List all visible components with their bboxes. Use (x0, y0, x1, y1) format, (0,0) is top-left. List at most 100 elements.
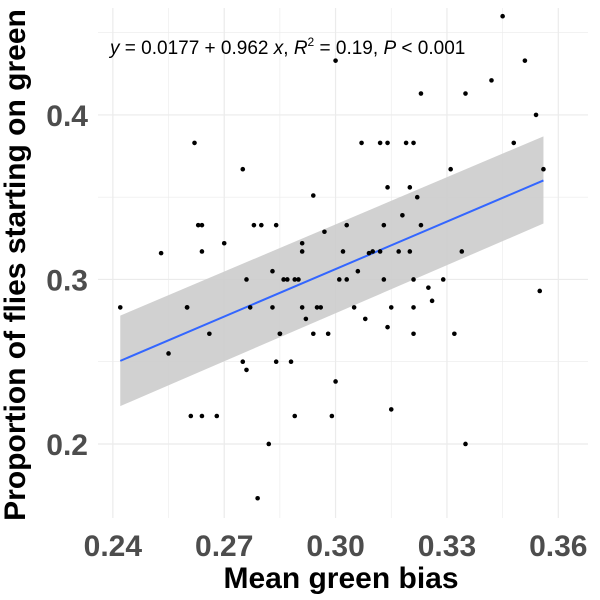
data-point (296, 277, 301, 282)
data-point (426, 285, 431, 290)
data-point (362, 316, 368, 322)
x-tick-label: 0.30 (306, 530, 364, 563)
data-point (259, 222, 264, 228)
data-point (251, 222, 257, 228)
data-point (221, 240, 227, 246)
data-point (344, 277, 350, 282)
data-point (214, 413, 220, 419)
data-point (381, 222, 387, 228)
data-point (411, 277, 416, 282)
data-point (281, 277, 286, 282)
x-axis-title: Mean green bias (223, 562, 458, 595)
x-tick-label: 0.36 (529, 530, 587, 563)
regression-line (119, 179, 544, 362)
data-point (359, 140, 364, 146)
data-point (270, 268, 275, 274)
data-point (285, 277, 290, 282)
data-point (292, 277, 298, 282)
data-point (370, 249, 375, 254)
data-point (351, 305, 357, 310)
data-point (299, 240, 305, 246)
data-point (489, 78, 494, 83)
data-point (247, 305, 253, 310)
data-point (377, 140, 383, 146)
data-point (411, 140, 416, 146)
data-point (314, 305, 320, 310)
data-point (463, 441, 468, 447)
data-point (429, 298, 435, 304)
data-point (322, 229, 327, 235)
data-point (277, 331, 283, 337)
data-point (333, 379, 338, 384)
x-tick-label: 0.27 (195, 530, 253, 563)
data-point (440, 277, 446, 282)
data-point (418, 222, 424, 228)
data-point (199, 222, 205, 228)
data-point (533, 112, 539, 118)
data-point (299, 305, 305, 310)
data-point (244, 277, 249, 282)
data-point (273, 359, 279, 365)
data-point (207, 331, 212, 337)
regression-annotation: y = 0.0177 + 0.962 x, R2 = 0.19, P < 0.0… (108, 35, 465, 59)
data-point (166, 351, 171, 356)
data-point (500, 13, 505, 19)
data-point (377, 249, 383, 254)
data-point (158, 250, 164, 256)
data-point (396, 249, 401, 254)
y-tick-label: 0.4 (46, 100, 88, 133)
data-point (255, 495, 260, 501)
data-point (511, 140, 517, 146)
data-point (388, 407, 394, 412)
data-point (288, 359, 294, 365)
data-point (188, 413, 194, 419)
data-point (381, 277, 387, 282)
x-axis-ticks: 0.24 0.27 0.30 0.33 0.36 (84, 530, 588, 563)
data-point (400, 212, 405, 218)
data-point (303, 316, 309, 322)
data-point (270, 305, 275, 310)
data-point (355, 268, 361, 274)
data-point (522, 58, 528, 63)
data-point (366, 250, 372, 256)
data-point (266, 441, 272, 447)
data-point (329, 413, 335, 419)
data-point (403, 140, 409, 146)
data-point (385, 324, 390, 330)
data-point (385, 140, 390, 146)
data-point (414, 194, 420, 200)
data-point (195, 222, 201, 228)
data-point (292, 413, 298, 419)
data-point (463, 91, 468, 96)
data-point (448, 166, 453, 172)
data-point (459, 249, 465, 254)
data-points (117, 13, 546, 501)
data-point (117, 305, 123, 310)
data-point (199, 249, 205, 254)
data-point (192, 140, 197, 146)
data-point (452, 331, 457, 337)
data-point (344, 222, 350, 228)
y-tick-label: 0.3 (46, 264, 88, 297)
data-point (340, 249, 346, 254)
data-point (299, 249, 305, 254)
data-point (240, 359, 246, 365)
data-point (407, 185, 413, 190)
data-point (385, 185, 390, 190)
x-tick-label: 0.33 (418, 530, 476, 563)
y-axis-title: Proportion of flies starting on green (0, 9, 32, 521)
y-axis-ticks: 0.2 0.3 0.4 (46, 100, 88, 462)
data-point (333, 58, 338, 63)
data-point (325, 331, 331, 337)
data-point (541, 166, 546, 172)
data-point (311, 331, 316, 337)
data-point (537, 288, 543, 294)
data-point (273, 222, 279, 228)
data-point (318, 305, 324, 310)
data-point (240, 166, 246, 172)
data-point (199, 413, 205, 419)
data-point (336, 277, 342, 282)
data-point (388, 305, 394, 310)
data-point (244, 367, 249, 373)
data-point (311, 193, 316, 198)
